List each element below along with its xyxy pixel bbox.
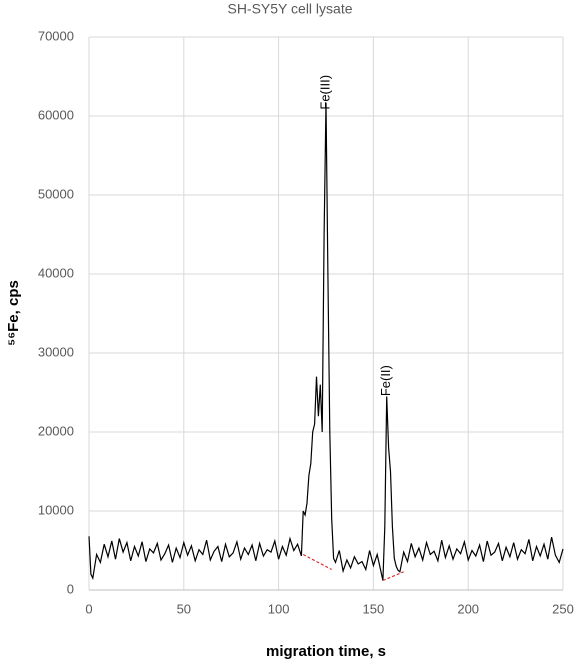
y-tick-label: 20000 (38, 423, 74, 438)
data-line (88, 102, 564, 581)
x-tick-label: 50 (177, 601, 191, 616)
y-tick-label: 40000 (38, 265, 74, 280)
y-tick-label: 60000 (38, 107, 74, 122)
y-tick-label: 50000 (38, 186, 74, 201)
x-tick-label: 250 (552, 601, 574, 616)
y-tick-label: 70000 (38, 28, 74, 43)
chart-title: SH-SY5Y cell lysate (227, 1, 352, 17)
baseline (382, 571, 404, 582)
annotation: Fe(III) (317, 75, 332, 110)
y-tick-label: 0 (67, 581, 74, 596)
y-tick-label: 10000 (38, 502, 74, 517)
y-axis-label: ⁵⁶Fe, cps (5, 280, 22, 346)
x-tick-label: 200 (457, 601, 479, 616)
annotation: Fe(II) (378, 365, 393, 396)
x-tick-label: 0 (85, 601, 92, 616)
baseline (302, 553, 332, 571)
y-tick-label: 30000 (38, 344, 74, 359)
x-axis-label: migration time, s (266, 643, 386, 660)
x-tick-label: 100 (268, 601, 290, 616)
x-tick-label: 150 (363, 601, 385, 616)
